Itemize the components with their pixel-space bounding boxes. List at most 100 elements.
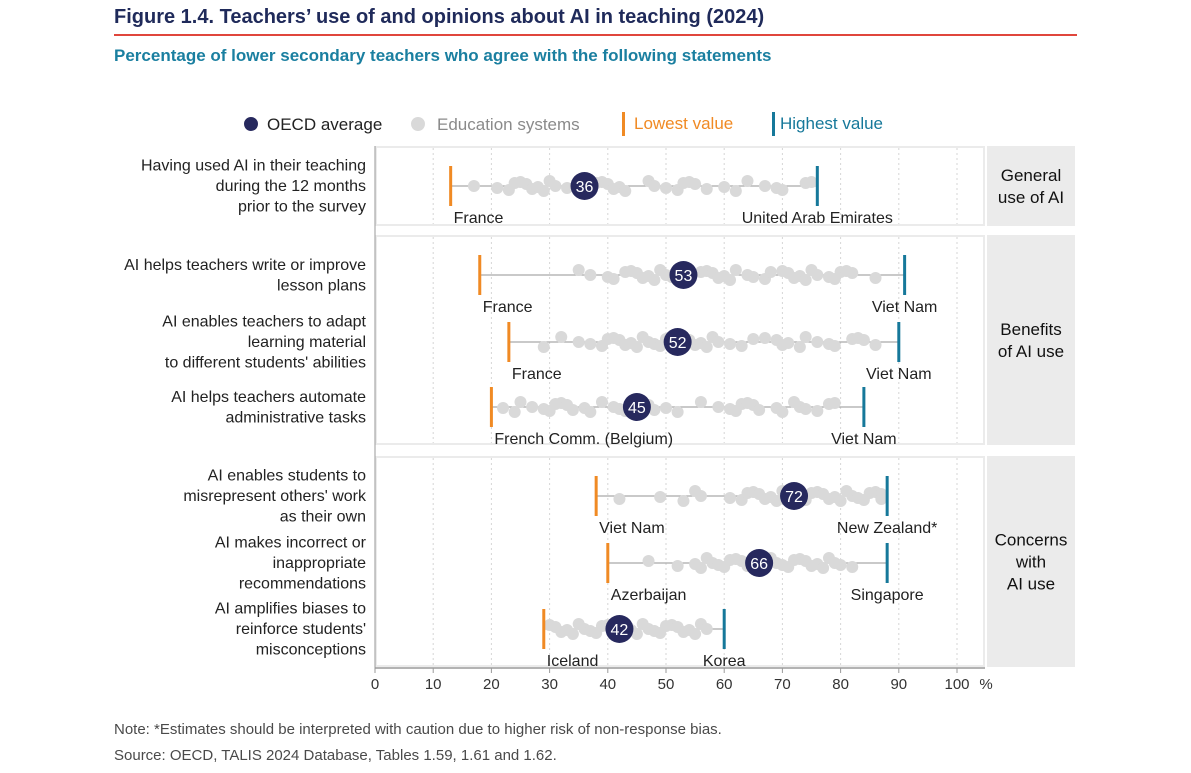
system-point: [764, 266, 777, 278]
system-point: [805, 176, 818, 188]
system-point: [729, 185, 742, 197]
highest-value-marker: [885, 476, 889, 516]
system-point: [607, 273, 620, 285]
system-point: [817, 562, 830, 574]
row-label: AI amplifies biases to: [215, 601, 366, 618]
system-point: [700, 623, 713, 635]
row-label: lesson plans: [277, 277, 366, 294]
x-tick-label: 90: [890, 676, 907, 693]
highest-value-label: Korea: [703, 653, 746, 670]
oecd-average-label: 72: [785, 489, 803, 506]
system-point: [834, 559, 847, 571]
system-point: [630, 341, 643, 353]
highest-value-label: United Arab Emirates: [742, 210, 893, 227]
highest-value-label: Singapore: [851, 587, 924, 604]
source-text: Source: OECD, TALIS 2024 Database, Table…: [114, 747, 557, 764]
highest-value-label: New Zealand*: [837, 520, 938, 537]
system-point: [572, 264, 585, 276]
system-point: [776, 406, 789, 418]
legend-highest-marker: [772, 112, 775, 136]
lowest-value-label: Azerbaijan: [611, 587, 687, 604]
group-label-box-1: [987, 235, 1075, 445]
system-point: [595, 396, 608, 408]
row-label: AI enables teachers to adapt: [162, 314, 366, 331]
system-point: [776, 184, 789, 196]
system-point: [584, 269, 597, 281]
figure-subtitle: Percentage of lower secondary teachers w…: [114, 46, 772, 65]
system-point: [758, 332, 771, 344]
system-point: [694, 490, 707, 502]
system-point: [718, 181, 731, 193]
system-point: [526, 401, 539, 413]
group-label: use of AI: [998, 188, 1064, 207]
system-point: [869, 272, 882, 284]
system-point: [619, 185, 632, 197]
system-point: [758, 180, 771, 192]
system-point: [549, 180, 562, 192]
row-label: learning material: [248, 334, 366, 351]
highest-value-label: Viet Nam: [831, 431, 897, 448]
group-label: AI use: [1007, 575, 1055, 594]
system-point: [508, 406, 521, 418]
x-tick-label: 100: [944, 676, 969, 693]
group-label-box-0: [987, 146, 1075, 226]
lowest-value-label: France: [483, 299, 533, 316]
system-point: [584, 338, 597, 350]
lowest-value-marker: [594, 476, 598, 516]
system-point: [654, 491, 667, 503]
system-point: [712, 336, 725, 348]
legend-highest-label: Highest value: [780, 114, 883, 133]
system-point: [700, 183, 713, 195]
title-rule: [114, 34, 1077, 36]
group-label: with: [1015, 553, 1046, 572]
group-label: Benefits: [1000, 320, 1061, 339]
x-tick-label: 20: [483, 676, 500, 693]
system-point: [828, 340, 841, 352]
system-point: [729, 264, 742, 276]
system-point: [828, 397, 841, 409]
lowest-value-marker: [507, 322, 511, 362]
system-point: [642, 555, 655, 567]
highest-value-label: Viet Nam: [866, 366, 932, 383]
highest-value-marker: [897, 322, 901, 362]
lowest-value-label: French Comm. (Belgium): [494, 431, 673, 448]
system-point: [834, 495, 847, 507]
system-point: [689, 178, 702, 190]
row-label: reinforce students': [236, 621, 366, 638]
row-label: AI makes incorrect or: [215, 535, 367, 552]
system-point: [735, 340, 748, 352]
oecd-average-point: [669, 261, 698, 289]
oecd-average-point: [605, 615, 634, 643]
oecd-average-point: [622, 393, 651, 421]
legend-lowest-label: Lowest value: [634, 114, 733, 133]
lowest-value-marker: [449, 166, 453, 206]
system-point: [613, 493, 626, 505]
system-point: [566, 628, 579, 640]
lowest-value-marker: [542, 609, 546, 649]
row-label: AI enables students to: [208, 468, 366, 485]
system-point: [799, 331, 812, 343]
system-point: [648, 180, 661, 192]
legend-oecd-label: OECD average: [267, 115, 382, 134]
system-point: [572, 336, 585, 348]
row-label: administrative tasks: [226, 409, 367, 426]
system-point: [782, 337, 795, 349]
system-point: [648, 404, 661, 416]
row-label: recommendations: [239, 576, 366, 593]
system-point: [537, 341, 550, 353]
system-point: [799, 274, 812, 286]
system-point: [793, 341, 806, 353]
system-point: [811, 336, 824, 348]
system-point: [630, 628, 643, 640]
x-tick-label: 30: [541, 676, 558, 693]
x-axis-unit: %: [979, 676, 992, 693]
row-label: prior to the survey: [238, 199, 366, 216]
system-point: [514, 396, 527, 408]
group-label: Concerns: [995, 531, 1068, 550]
system-point: [747, 271, 760, 283]
system-point: [694, 396, 707, 408]
oecd-average-point: [663, 328, 692, 356]
system-point: [846, 267, 859, 279]
row-label: during the 12 months: [216, 178, 366, 195]
